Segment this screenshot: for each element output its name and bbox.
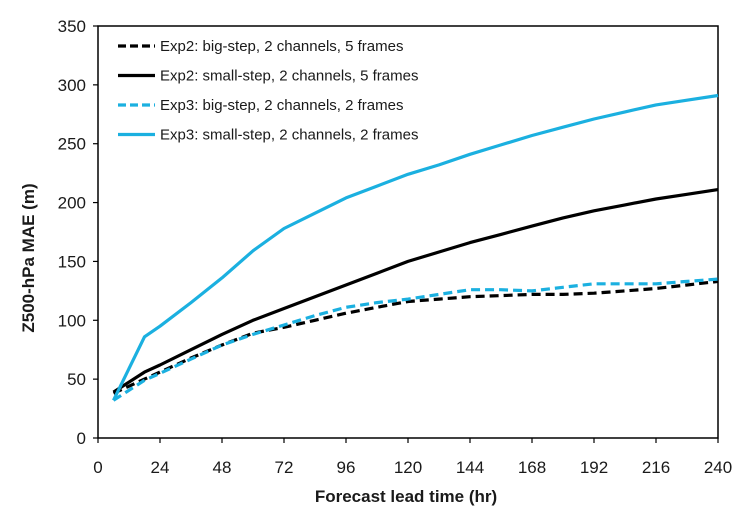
legend-label-2: Exp2: small-step, 2 channels, 5 frames [160, 68, 418, 85]
x-tick-label: 48 [213, 458, 232, 477]
x-tick-label: 24 [151, 458, 170, 477]
x-tick-label: 120 [394, 458, 422, 477]
series-line-2 [112, 188, 719, 394]
plot-area [97, 25, 719, 439]
y-tick-label: 350 [58, 17, 86, 36]
series-line-3 [112, 277, 719, 402]
y-axis-ticks: 0 50 100 150 200 250 300 350 [58, 17, 98, 448]
legend-label-4: Exp3: small-step, 2 channels, 2 frames [160, 127, 418, 144]
series-line-1 [112, 279, 719, 395]
y-tick-label: 50 [67, 370, 86, 389]
y-axis-title: Z500-hPa MAE (m) [19, 183, 38, 332]
y-tick-label: 200 [58, 194, 86, 213]
legend-label-1: Exp2: big-step, 2 channels, 5 frames [160, 38, 403, 55]
x-tick-label: 216 [642, 458, 670, 477]
x-axis-ticks: 0 24 48 72 96 120 144 168 192 216 240 [93, 438, 732, 477]
x-tick-label: 240 [704, 458, 732, 477]
series-lines [112, 93, 719, 402]
series-line-4 [112, 93, 719, 402]
x-tick-label: 168 [518, 458, 546, 477]
y-tick-label: 0 [77, 429, 86, 448]
legend-label-3: Exp3: big-step, 2 channels, 2 frames [160, 97, 403, 114]
x-tick-label: 72 [275, 458, 294, 477]
legend: Exp2: big-step, 2 channels, 5 frames Exp2… [118, 38, 418, 144]
x-tick-label: 192 [580, 458, 608, 477]
x-tick-label: 0 [93, 458, 102, 477]
x-tick-label: 144 [456, 458, 484, 477]
y-tick-label: 100 [58, 311, 86, 330]
plot-border [97, 25, 719, 439]
x-axis-title: Forecast lead time (hr) [315, 487, 497, 506]
y-tick-label: 150 [58, 252, 86, 271]
x-tick-label: 96 [337, 458, 356, 477]
y-tick-label: 300 [58, 76, 86, 95]
y-tick-label: 250 [58, 135, 86, 154]
